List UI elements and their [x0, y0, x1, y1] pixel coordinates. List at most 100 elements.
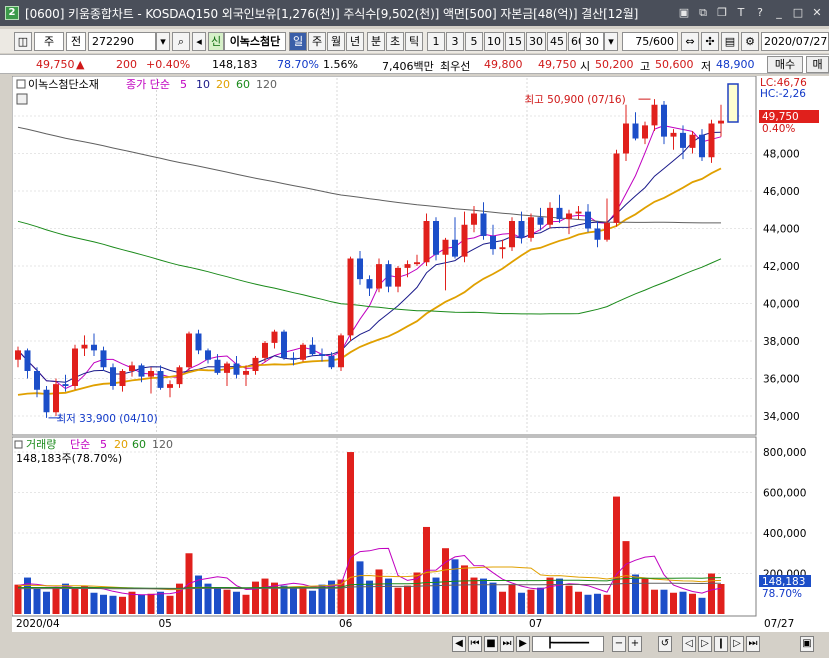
last-page-icon[interactable]: ⏭: [500, 636, 514, 652]
price-tick-label: 46,000: [763, 186, 800, 198]
volume-legend-title: 거래량: [26, 438, 56, 451]
volume-bar: [43, 591, 50, 614]
volume-bar: [71, 587, 79, 614]
minute-1-button[interactable]: 1: [427, 32, 445, 51]
candle-body: [613, 153, 620, 223]
ma-120-line: [17, 126, 721, 224]
window-list-icon[interactable]: ▣: [678, 6, 690, 19]
zoom-in-icon[interactable]: +: [628, 636, 642, 652]
speaker-icon[interactable]: ◂: [192, 32, 206, 51]
minute-15-button[interactable]: 15: [505, 32, 525, 51]
volume-bar: [176, 583, 183, 614]
minute-dropdown-icon[interactable]: ▾: [604, 32, 618, 51]
market-filter-select[interactable]: 전: [66, 32, 86, 51]
forward-icon[interactable]: ▷: [730, 636, 744, 652]
minute-10-button[interactable]: 10: [484, 32, 504, 51]
date-input[interactable]: 2020/07/27: [761, 32, 829, 51]
volume-ma-legend-20: 20: [114, 438, 128, 451]
maximize-icon[interactable]: □: [792, 6, 804, 19]
volume-bar: [33, 588, 41, 614]
zoom-out-icon[interactable]: −: [612, 636, 626, 652]
volume-bar: [214, 587, 221, 614]
volume-bar: [109, 595, 117, 614]
candle-body: [499, 247, 506, 250]
fold-icon[interactable]: ▣: [800, 636, 814, 652]
chart-svg[interactable]: 34,000 36,000 38,000 40,000 42,000 44,000 46,0…: [11, 75, 829, 636]
tile-icon[interactable]: ❐: [717, 6, 727, 19]
period-minute-tab[interactable]: 분: [367, 32, 385, 51]
period-second-tab[interactable]: 초: [386, 32, 404, 51]
period-month-tab[interactable]: 월: [327, 32, 345, 51]
price-tick-label: 48,000: [763, 149, 800, 161]
help-icon[interactable]: ?: [757, 6, 763, 19]
stock-code-input[interactable]: 272290: [88, 32, 156, 51]
quote-row: 49,750 ▲ 200 +0.40% 148,183 78.70% 1.56%…: [0, 54, 829, 74]
minute-5-button[interactable]: 5: [465, 32, 483, 51]
volume-bar: [556, 578, 563, 614]
volume-ma-legend-120: 120: [152, 438, 173, 451]
minute-30-button[interactable]: 30: [526, 32, 546, 51]
minimize-icon[interactable]: _: [776, 6, 782, 19]
volume-bar: [52, 587, 60, 614]
end-icon[interactable]: ⏭: [746, 636, 760, 652]
volume-panel-frame: [11, 436, 757, 617]
code-dropdown-icon[interactable]: ▾: [156, 32, 170, 51]
font-icon[interactable]: T: [737, 6, 745, 19]
candle-body: [433, 221, 439, 255]
candle-body: [243, 371, 249, 375]
volume-bar: [546, 577, 554, 614]
ma-legend-20: 20: [216, 78, 230, 91]
x-tick-label: 05: [159, 618, 172, 630]
scroll-right-icon[interactable]: ▶: [516, 636, 530, 652]
x-tick-label: 06: [339, 618, 353, 630]
volume-bar: [565, 585, 573, 614]
buy-button[interactable]: 매수: [767, 56, 803, 73]
first-page-icon[interactable]: ⏮: [468, 636, 482, 652]
volume-bar: [451, 559, 459, 614]
pause-icon[interactable]: ❙: [714, 636, 728, 652]
candle-body: [632, 123, 639, 139]
candle-body: [395, 267, 401, 287]
minute-3-button[interactable]: 3: [446, 32, 464, 51]
link-icon[interactable]: ⧉: [699, 6, 707, 19]
volume-bar: [366, 580, 373, 614]
next-icon[interactable]: ▷: [698, 636, 712, 652]
crosshair-icon[interactable]: ✣: [701, 32, 719, 51]
market-select[interactable]: 주: [34, 32, 64, 51]
ask-price: 49,800: [484, 58, 523, 71]
close-icon[interactable]: ✕: [812, 6, 822, 19]
zoom-slider[interactable]: ┣━━━━━━: [532, 636, 604, 652]
stop-icon[interactable]: ■: [484, 636, 498, 652]
period-year-tab[interactable]: 년: [346, 32, 364, 51]
search-icon[interactable]: ⌕: [172, 32, 190, 51]
volume-bar: [309, 590, 316, 614]
replay-icon[interactable]: ↺: [658, 636, 672, 652]
sell-button[interactable]: 매: [806, 56, 829, 73]
layout-icon[interactable]: ◫: [14, 32, 32, 51]
period-day-tab[interactable]: 일: [289, 32, 307, 51]
candle-body: [585, 211, 591, 229]
zoom-icon[interactable]: ⇔: [681, 32, 699, 51]
volume-bar: [717, 584, 725, 614]
minute-select[interactable]: 30: [580, 32, 604, 51]
volume-bar: [233, 591, 240, 614]
volume-ma-legend-5: 5: [100, 438, 107, 451]
period-tick-tab[interactable]: 틱: [405, 32, 423, 51]
minute-45-button[interactable]: 45: [547, 32, 567, 51]
candle-body: [385, 264, 392, 287]
candle-body: [452, 239, 458, 257]
chart-area[interactable]: 34,000 36,000 38,000 40,000 42,000 44,000 46,0…: [11, 75, 829, 636]
volume-bar: [138, 594, 145, 614]
current-volume-tag: [759, 575, 811, 587]
ma-legend-60: 60: [236, 78, 250, 91]
candle-body: [480, 213, 487, 236]
ma-legend-120: 120: [256, 78, 277, 91]
settings-icon[interactable]: ⚙: [741, 32, 759, 51]
candle-body: [195, 333, 202, 351]
prev-icon[interactable]: ◁: [682, 636, 696, 652]
period-week-tab[interactable]: 주: [308, 32, 326, 51]
save-icon[interactable]: ▤: [721, 32, 739, 51]
x-tick-label-last: 07/27: [764, 618, 794, 630]
data-count-input[interactable]: 75/600: [622, 32, 678, 51]
scroll-left-icon[interactable]: ◀: [452, 636, 466, 652]
